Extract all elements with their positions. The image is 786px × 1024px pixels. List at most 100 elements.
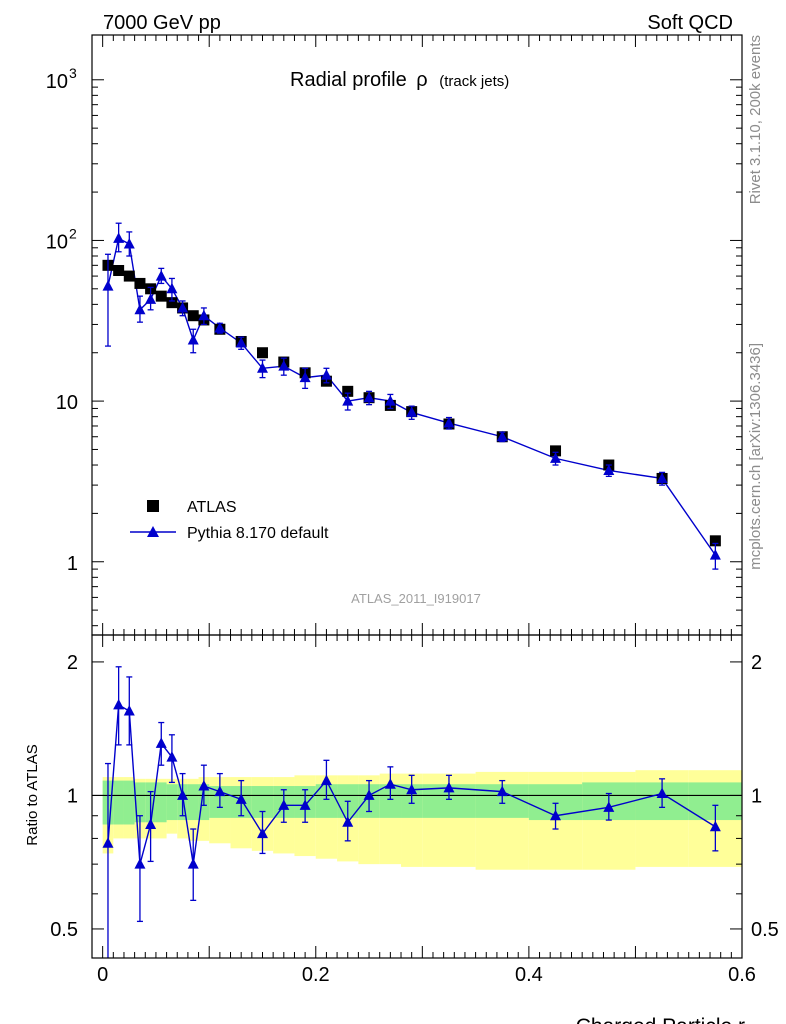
ratio-inner-band — [251, 786, 274, 818]
ratio-point — [145, 818, 157, 829]
y-tick-label: 10 — [46, 231, 68, 253]
ratio-inner-band — [315, 784, 338, 818]
chart-title: Radial profile ρ (track jets) — [290, 69, 509, 91]
ratio-inner-band — [166, 784, 178, 821]
top-panel-frame — [91, 34, 743, 636]
ratio-point — [134, 858, 146, 869]
x-tick-label: 0.4 — [515, 964, 543, 986]
ratio-y-tick-label-right: 0.5 — [751, 919, 779, 941]
x-tick-label: 0.2 — [302, 964, 330, 986]
ratio-y-tick-label: 1 — [67, 785, 78, 807]
pythia-point — [709, 549, 721, 560]
ratio-y-axis-label: Ratio to ATLAS — [24, 744, 41, 845]
pythia-point — [134, 303, 146, 315]
ratio-point — [406, 783, 418, 795]
pythia-point — [113, 232, 125, 243]
mcplots-label: mcplots.cern.ch [arXiv:1306.3436] — [747, 343, 764, 570]
y-tick-label: 10 — [56, 392, 78, 414]
ratio-point — [363, 789, 375, 800]
x-axis-label: Charged Particle r — [576, 1015, 745, 1024]
atlas-point — [155, 290, 167, 302]
atlas-point — [342, 385, 354, 397]
ratio-panel-frame — [91, 634, 743, 959]
ratio-point — [278, 799, 290, 810]
ratio-y-tick-label-right: 1 — [751, 785, 762, 807]
legend-atlas-marker — [147, 500, 159, 512]
atlas-point — [166, 297, 178, 309]
pythia-point — [166, 282, 178, 294]
ratio-point — [187, 858, 199, 869]
atlas-point — [187, 310, 199, 322]
rivet-version-label: Rivet 3.1.10, 200k events — [747, 35, 764, 204]
ratio-point — [123, 705, 135, 716]
analysis-label: ATLAS_2011_I919017 — [351, 591, 481, 606]
ratio-inner-band — [113, 780, 124, 825]
ratio-point — [656, 787, 668, 799]
atlas-point — [550, 445, 562, 457]
pythia-point — [496, 430, 508, 442]
ratio-y-tick-label: 2 — [67, 652, 78, 674]
x-tick-label: 0 — [97, 964, 108, 986]
ratio-inner-band — [155, 782, 167, 823]
pythia-point — [187, 334, 199, 345]
ratio-point — [113, 698, 125, 710]
pythia-point — [550, 452, 562, 463]
ratio-point — [256, 827, 268, 839]
ratio-y-tick-label-right: 2 — [751, 652, 762, 674]
pythia-point — [342, 395, 354, 406]
ratio-point — [235, 793, 247, 804]
atlas-point — [709, 535, 721, 547]
pythia-point — [102, 280, 114, 291]
pythia-line — [107, 237, 716, 556]
ratio-inner-band — [134, 782, 146, 823]
ratio-point — [102, 837, 114, 848]
legend-pythia-marker — [147, 526, 159, 537]
ratio-y-tick-label: 0.5 — [50, 919, 78, 941]
pythia-point — [155, 270, 167, 281]
x-tick-label: 0.6 — [728, 964, 756, 986]
pythia-point — [406, 406, 418, 417]
ratio-inner-band — [379, 784, 402, 818]
ratio-inner-band — [123, 780, 135, 825]
ratio-point — [198, 780, 210, 791]
atlas-point — [113, 264, 125, 276]
ratio-point — [155, 737, 167, 748]
ratio-point — [166, 751, 178, 762]
ratio-line — [107, 703, 716, 865]
header-right-label: Soft QCD — [647, 12, 733, 34]
pythia-point — [256, 362, 268, 373]
ratio-point — [496, 785, 508, 797]
ratio-point — [709, 820, 721, 832]
legend: ATLAS Pythia 8.170 default — [130, 499, 329, 542]
y-tick-exponent: 2 — [69, 225, 77, 241]
pythia-point — [145, 293, 157, 304]
ratio-inner-band — [187, 784, 199, 821]
pythia-point — [656, 472, 668, 483]
ratio-point — [320, 774, 332, 786]
pythia-point — [363, 391, 375, 403]
y-tick-label: 10 — [46, 71, 68, 93]
pythia-point — [443, 417, 455, 428]
legend-atlas-label: ATLAS — [187, 499, 237, 516]
pythia-point — [320, 369, 332, 380]
pythia-point — [177, 301, 189, 313]
ratio-point — [384, 778, 396, 789]
ratio-point — [177, 789, 189, 800]
ratio-point — [550, 809, 562, 821]
header-left-label: 7000 GeV pp — [103, 12, 221, 34]
atlas-point — [256, 347, 268, 359]
pythia-point — [123, 238, 135, 249]
pythia-point — [278, 360, 290, 371]
ratio-point — [342, 816, 354, 827]
pythia-point — [384, 395, 396, 406]
atlas-point — [134, 277, 146, 289]
legend-pythia-label: Pythia 8.170 default — [187, 525, 329, 542]
ratio-point — [214, 785, 226, 797]
y-tick-label: 1 — [67, 553, 78, 575]
y-tick-exponent: 3 — [69, 65, 77, 81]
ratio-point — [299, 799, 311, 810]
pythia-point — [214, 322, 226, 333]
pythia-point — [235, 336, 247, 348]
atlas-point — [123, 270, 135, 282]
